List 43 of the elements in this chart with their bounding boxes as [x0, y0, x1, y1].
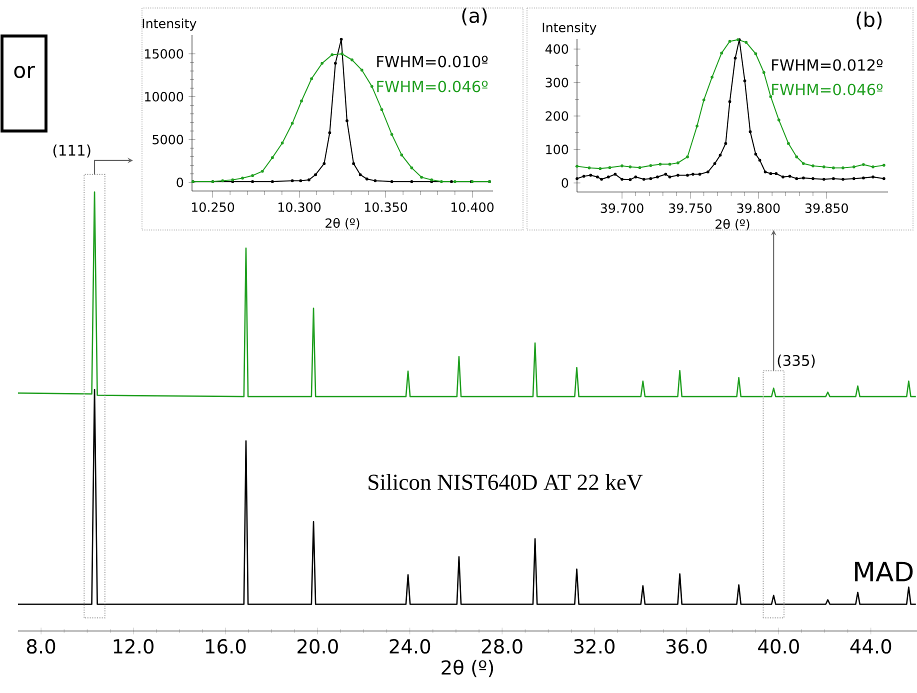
series-label: FWHM=0.012º	[772, 59, 883, 71]
annotation: Silicon NIST640D AT 22 keV	[368, 474, 643, 490]
y-tick-label: 300	[546, 78, 568, 88]
x-tick-label: 36.0	[666, 639, 707, 654]
x-tick-label: 28.0	[482, 639, 522, 654]
x-tick-label: 8.0	[27, 639, 56, 654]
x-axis-title: 2θ (º)	[442, 660, 494, 678]
text: or	[14, 66, 35, 78]
series-label: FWHM=0.046º	[377, 80, 488, 92]
x-axis-title: 2θ (º)	[326, 218, 360, 230]
x-tick-label: 20.0	[298, 639, 338, 654]
x-tick-label: 10.350	[364, 202, 408, 212]
y-axis-title: Intensity	[142, 18, 196, 31]
series-label: MAD	[855, 562, 913, 582]
y-tick-label: 0	[562, 178, 568, 188]
x-tick-label: 16.0	[206, 639, 246, 654]
text: FWHM=0.010º	[377, 56, 488, 68]
x-tick-label: 10.250	[192, 202, 234, 212]
x-axis-title: 2θ (º)	[716, 219, 750, 230]
series-label: FWHM=0.046º	[772, 84, 883, 96]
x-tick-label: 44.0	[850, 639, 892, 654]
chart-title: (a)	[462, 8, 487, 26]
x-tick-label: 32.0	[574, 639, 615, 654]
y-tick-label: 5000	[152, 134, 184, 144]
x-tick-label: 24.0	[390, 639, 430, 654]
x-tick-label: 12.0	[114, 639, 154, 654]
x-tick-label: 39.800	[737, 203, 780, 213]
annotation: (335)	[778, 354, 815, 368]
chart-title: (b)	[856, 12, 882, 30]
y-tick-label: 400	[545, 44, 568, 54]
y-tick-label: 100	[546, 144, 568, 154]
x-tick-label: 39.850	[805, 203, 848, 213]
y-tick-label: 15000	[145, 49, 184, 59]
x-tick-label: 10.400	[451, 202, 494, 212]
y-tick-label: 0	[176, 178, 184, 188]
annotation: (111)	[53, 144, 90, 158]
y-tick-label: 10000	[145, 92, 184, 102]
y-tick-label: 200	[546, 111, 568, 121]
x-tick-label: 40.0	[758, 639, 799, 654]
x-tick-label: 39.700	[600, 203, 644, 213]
x-tick-label: 10.300	[278, 202, 321, 212]
x-tick-label: 39.750	[669, 203, 712, 213]
y-axis-title: Intensity	[542, 22, 596, 35]
